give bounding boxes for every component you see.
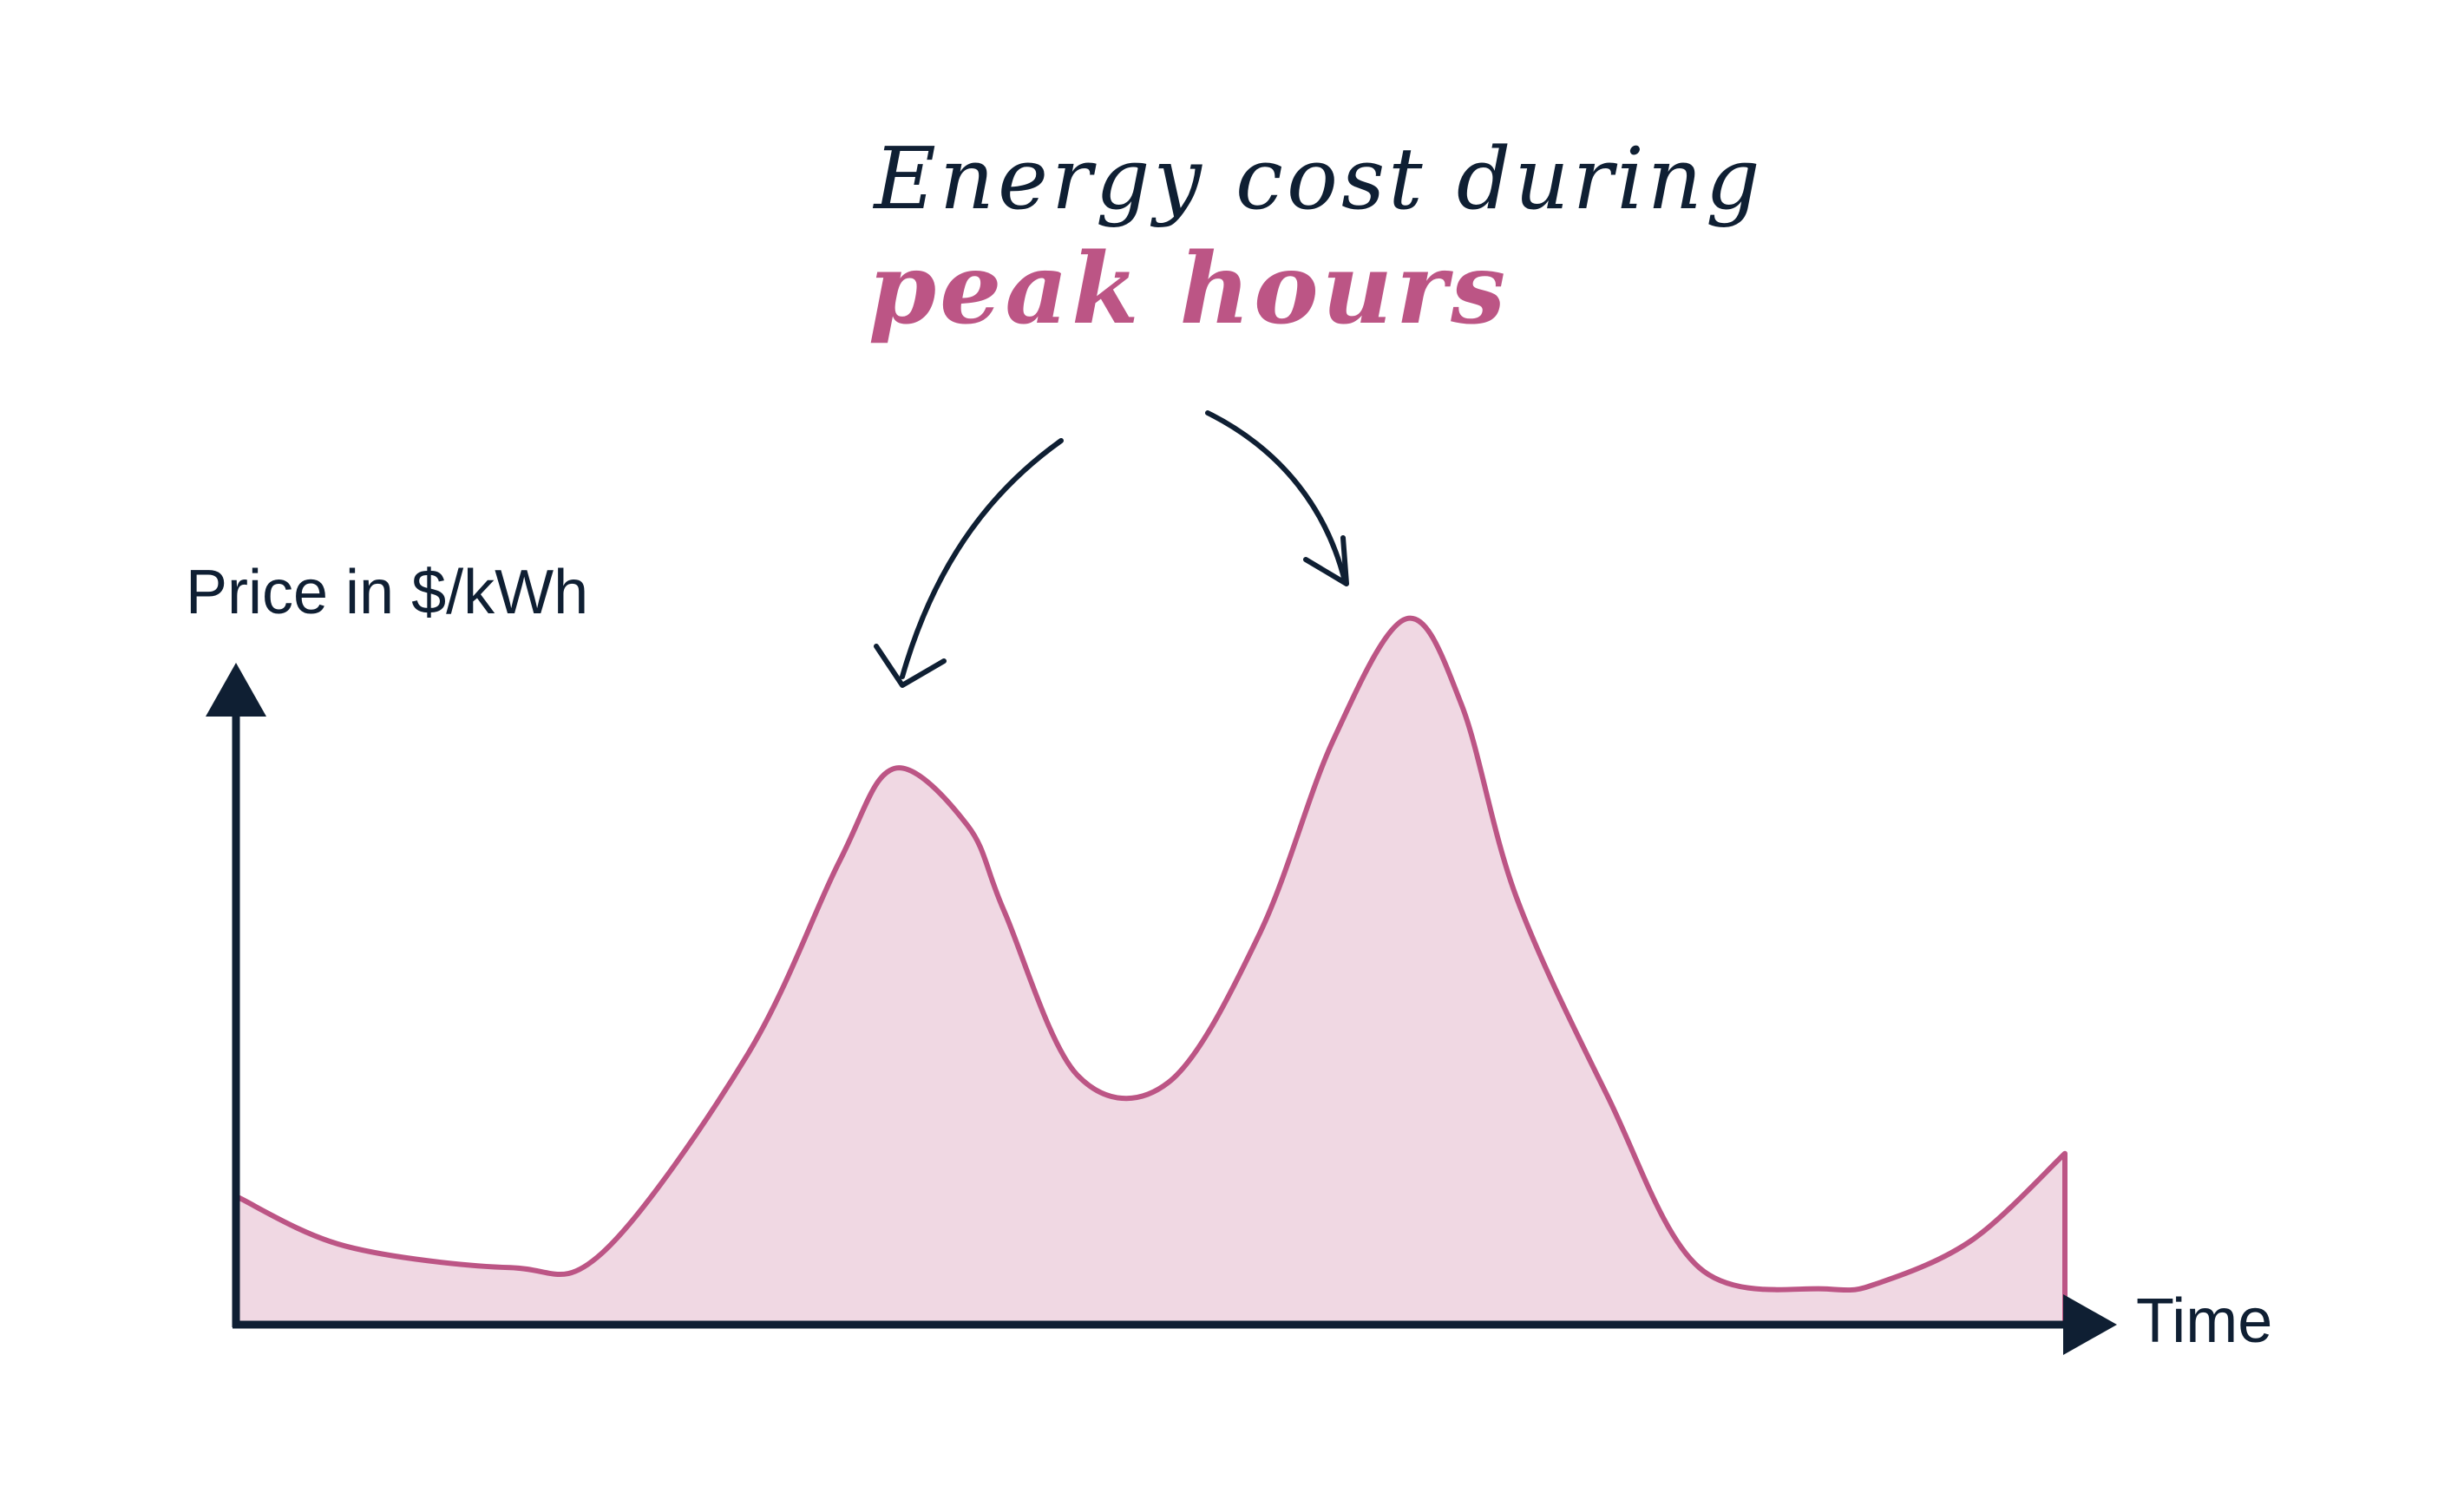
y-axis-arrow-icon (206, 663, 266, 717)
arrow-right-icon (1205, 410, 1347, 584)
y-axis-label: Price in $/kWh (186, 558, 589, 627)
price-area (236, 618, 2065, 1325)
chart-title-line2: peak hours (868, 232, 1510, 346)
arrow-left-head-icon (874, 644, 947, 688)
annotation-arrows (874, 410, 1349, 688)
axes (206, 663, 2117, 1355)
arrow-left-icon (900, 438, 1064, 679)
chart-title-line1: Energy cost during (874, 130, 1764, 229)
x-axis-label: Time (2136, 1286, 2273, 1356)
arrow-right-head-icon (1303, 535, 1349, 586)
price-line (234, 615, 2068, 1325)
x-axis-arrow-icon (2063, 1294, 2117, 1355)
plot-area (234, 615, 2068, 1325)
